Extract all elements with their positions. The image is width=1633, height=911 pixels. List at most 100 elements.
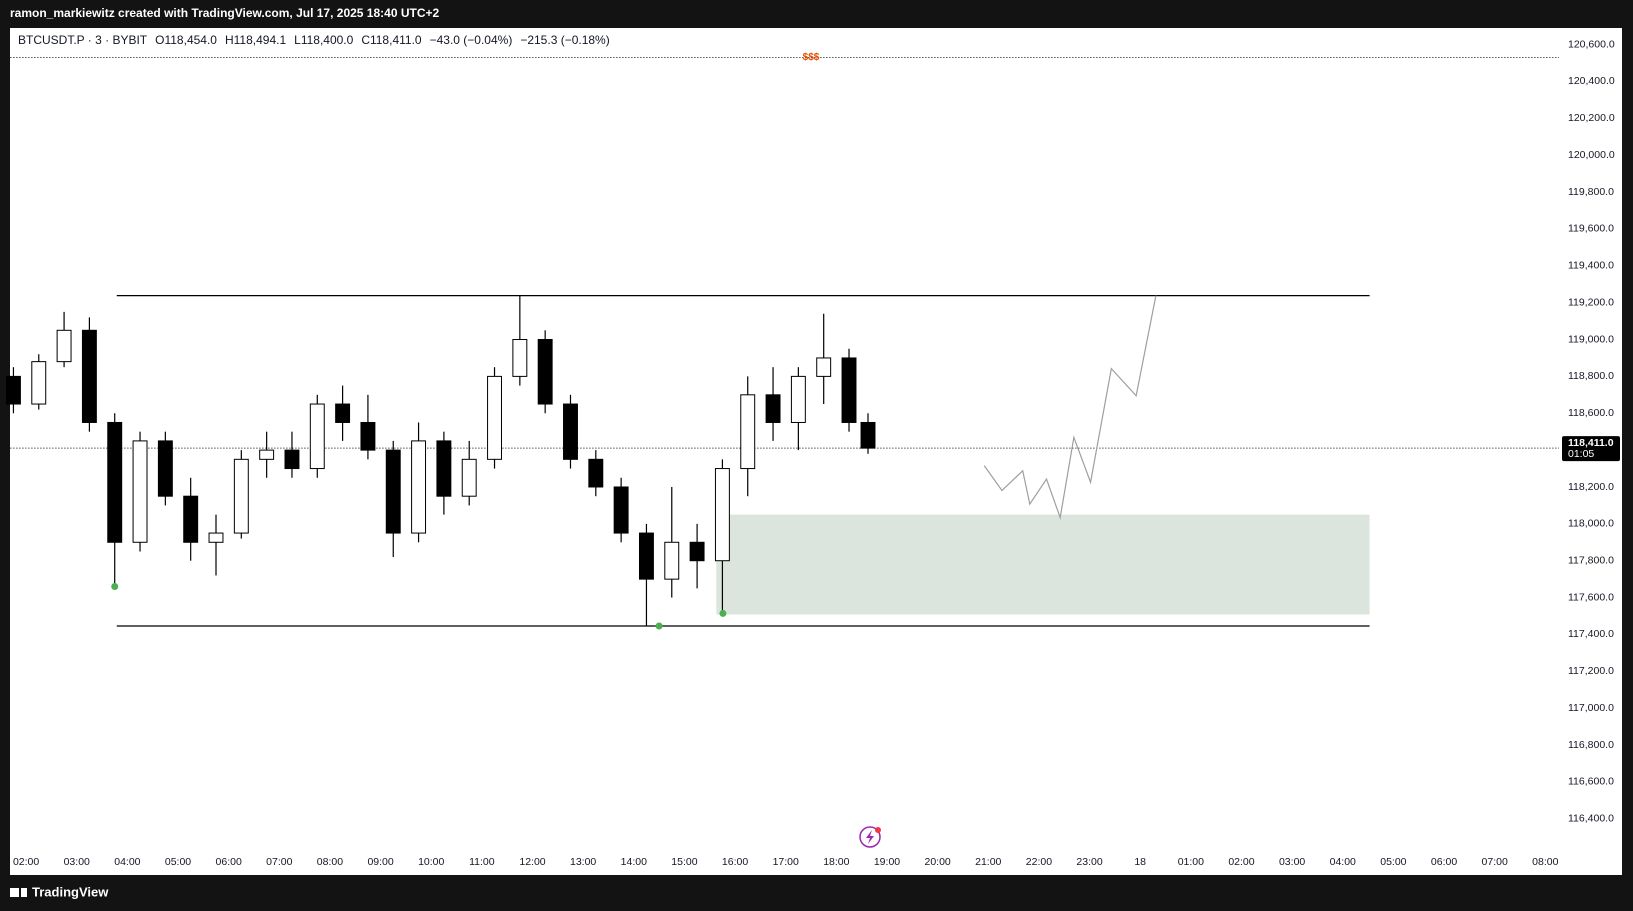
pivot-dot <box>655 622 663 630</box>
x-tick-label: 14:00 <box>621 856 647 868</box>
y-tick-label: 117,400.0 <box>1568 628 1614 640</box>
x-tick-label: 12:00 <box>519 856 545 868</box>
candle-body <box>259 449 275 460</box>
header: ramon_markiewitz created with TradingVie… <box>10 6 440 20</box>
candle-body <box>816 357 832 377</box>
y-tick-label: 118,000.0 <box>1568 518 1614 530</box>
y-tick-label: 116,600.0 <box>1568 776 1614 788</box>
y-tick-label: 119,800.0 <box>1568 186 1614 198</box>
x-tick-label: 10:00 <box>418 856 444 868</box>
legend-open: O118,454.0 <box>155 33 217 47</box>
x-tick-label: 22:00 <box>1026 856 1052 868</box>
candle-body <box>183 495 199 543</box>
candle-body <box>107 421 123 543</box>
legend-high: H118,494.1 <box>225 33 286 47</box>
x-tick-label: 08:00 <box>1532 856 1558 868</box>
price-countdown: 01:05 <box>1568 448 1594 460</box>
candle-body <box>588 458 604 488</box>
candle-body <box>360 421 376 451</box>
candle-body <box>689 541 705 562</box>
candle-body <box>5 375 21 405</box>
price-label-box <box>1562 436 1620 462</box>
x-tick-label: 21:00 <box>975 856 1001 868</box>
x-tick-label: 06:00 <box>216 856 242 868</box>
logo <box>10 888 27 897</box>
x-tick-label: 03:00 <box>64 856 90 868</box>
x-tick-label: 02:00 <box>13 856 39 868</box>
x-tick-label: 02:00 <box>1228 856 1254 868</box>
y-tick-label: 120,600.0 <box>1568 38 1615 50</box>
x-tick-label: 18:00 <box>823 856 849 868</box>
x-tick-label: 13:00 <box>570 856 596 868</box>
candle-body <box>613 486 629 534</box>
candle-body <box>411 440 427 534</box>
candle-body <box>132 440 148 543</box>
candle-body <box>512 339 528 377</box>
candle-body <box>385 449 401 534</box>
x-tick-label: 17:00 <box>773 856 799 868</box>
candle-body <box>841 357 857 423</box>
x-tick-label: 06:00 <box>1431 856 1457 868</box>
candle-body <box>56 329 72 363</box>
candle-body <box>638 532 654 580</box>
y-tick-label: 119,600.0 <box>1568 223 1614 235</box>
y-tick-label: 117,000.0 <box>1568 702 1614 714</box>
candle-body <box>208 532 224 543</box>
y-tick-label: 118,200.0 <box>1568 481 1614 493</box>
y-tick-label: 117,200.0 <box>1568 665 1614 677</box>
price-label: 118,411.0 <box>1568 437 1614 449</box>
y-tick-label: 118,600.0 <box>1568 407 1614 419</box>
y-tick-label: 119,000.0 <box>1568 333 1614 345</box>
x-tick-label: 23:00 <box>1076 856 1102 868</box>
x-tick-label: 20:00 <box>924 856 950 868</box>
candle-body <box>740 394 756 470</box>
legend-symbol: BTCUSDT.P · 3 · BYBIT <box>18 33 148 47</box>
legend-low: L118,400.0 <box>294 33 353 47</box>
liquidity-label: $$$ <box>803 52 820 63</box>
candle-body <box>714 468 730 562</box>
candle-body <box>461 458 477 497</box>
y-tick-label: 119,200.0 <box>1568 296 1614 308</box>
x-tick-label: 05:00 <box>1380 856 1406 868</box>
y-tick-label: 118,800.0 <box>1568 370 1614 382</box>
legend-change2: −215.3 (−0.18%) <box>520 33 609 47</box>
x-tick-label: 04:00 <box>114 856 140 868</box>
legend-close: C118,411.0 <box>361 33 422 47</box>
footer: TradingView <box>32 884 109 899</box>
x-tick-label: 08:00 <box>317 856 343 868</box>
plot-area <box>10 28 1622 875</box>
x-tick-label: 18 <box>1134 856 1146 868</box>
candle-body <box>284 449 300 470</box>
demand-zone <box>716 514 1370 615</box>
y-tick-label: 120,400.0 <box>1568 75 1615 87</box>
candle-body <box>309 403 325 470</box>
candle-body <box>765 394 781 423</box>
x-tick-label: 05:00 <box>165 856 191 868</box>
y-tick-label: 116,400.0 <box>1568 813 1614 825</box>
x-tick-label: 11:00 <box>469 856 495 868</box>
legend-change: −43.0 (−0.04%) <box>430 33 513 47</box>
candle-body <box>860 421 876 449</box>
lightning-icon <box>859 826 881 848</box>
candle-body <box>233 458 249 534</box>
x-tick-label: 07:00 <box>1482 856 1508 868</box>
y-tick-label: 116,800.0 <box>1568 739 1614 751</box>
candle-body <box>790 375 806 423</box>
pivot-dot <box>111 583 119 591</box>
x-tick-label: 03:00 <box>1279 856 1305 868</box>
x-tick-label: 09:00 <box>367 856 393 868</box>
x-tick-label: 04:00 <box>1330 856 1356 868</box>
candle-body <box>31 361 47 405</box>
y-tick-label: 120,000.0 <box>1568 149 1615 161</box>
projection-path <box>983 295 1157 520</box>
y-tick-label: 117,800.0 <box>1568 554 1614 566</box>
x-tick-label: 16:00 <box>722 856 748 868</box>
x-tick-label: 07:00 <box>266 856 292 868</box>
y-tick-label: 120,200.0 <box>1568 112 1615 124</box>
candle-body <box>436 440 452 497</box>
x-tick-label: 19:00 <box>874 856 900 868</box>
pivot-dot <box>719 609 727 617</box>
candle-body <box>537 339 553 405</box>
